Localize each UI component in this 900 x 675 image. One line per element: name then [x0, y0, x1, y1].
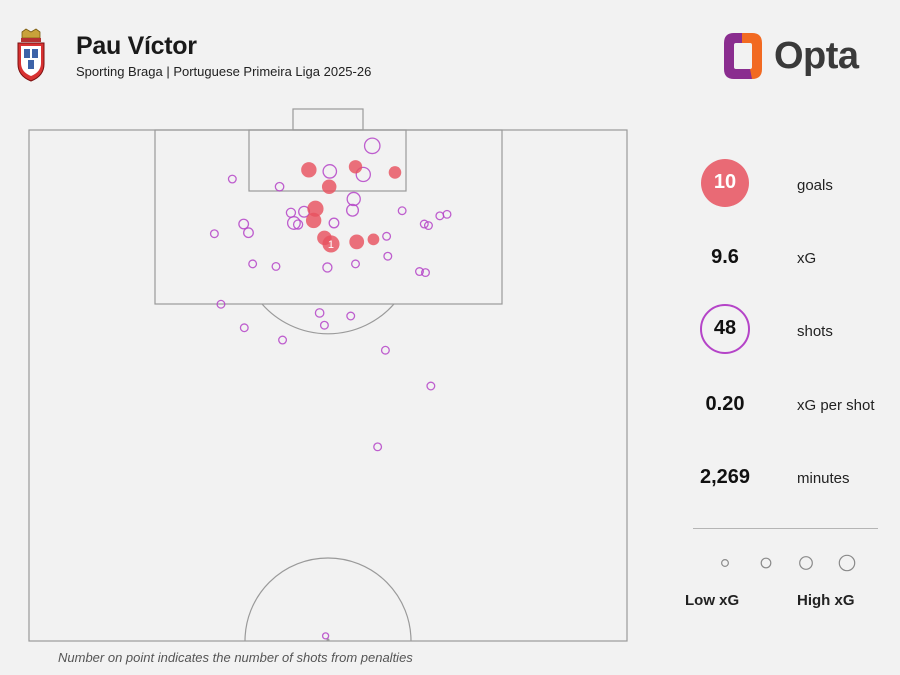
shot-point [286, 216, 301, 230]
shot-point [322, 262, 333, 273]
shot-point [346, 191, 361, 207]
shot-point [397, 206, 407, 216]
shot-point [442, 209, 452, 219]
shot-point [285, 207, 297, 218]
goal-point [307, 200, 324, 217]
shot-point [322, 164, 338, 179]
shot-point [419, 219, 429, 229]
legend-size-circle [838, 554, 856, 572]
legend-layer [721, 554, 856, 572]
goal-point [322, 235, 340, 253]
shot-point [248, 259, 258, 269]
shots-badge [700, 304, 750, 354]
shots-label: shots [797, 323, 833, 340]
goals-label: goals [797, 177, 833, 194]
goals-layer: 1 [301, 160, 402, 253]
shot-point [321, 632, 330, 640]
shots-value: 48 [713, 317, 737, 339]
shot-point [278, 335, 288, 345]
shot-point [363, 137, 381, 155]
goal-point [301, 162, 317, 178]
goal-point [348, 160, 363, 174]
shot-point [274, 181, 285, 192]
centre-spot [326, 638, 330, 642]
opta-logo-text: Opta [774, 34, 859, 77]
goal-point [321, 179, 337, 194]
shot-point [346, 203, 360, 217]
shot-point [383, 251, 393, 261]
club-crest-icon [17, 28, 45, 82]
opta-logo-icon [724, 33, 762, 79]
shot-point [346, 311, 356, 321]
goal-point [367, 233, 380, 246]
goal-point [305, 212, 322, 229]
penalty-count-label: 1 [328, 239, 334, 251]
footnote: Number on point indicates the number of … [58, 650, 413, 665]
opta-logo: Opta [720, 27, 859, 85]
goal-point [349, 234, 365, 250]
pitch-outline [28, 129, 628, 642]
shot-point [292, 219, 304, 230]
shot-point [271, 261, 281, 271]
shot-point [415, 267, 424, 277]
goal-point [388, 166, 402, 179]
shot-point [209, 229, 219, 239]
shot-point [423, 221, 433, 231]
shot-point [216, 299, 226, 309]
goals-value: 10 [713, 171, 737, 193]
shot-point [319, 320, 329, 330]
shot-point [435, 211, 445, 221]
shot-point [351, 259, 360, 269]
legend-low-label: Low xG [685, 592, 740, 609]
minutes-value: 2,269 [699, 466, 751, 488]
shot-point [328, 217, 340, 229]
shot-point [238, 218, 250, 230]
legend-size-circle [760, 557, 772, 569]
shot-point [314, 308, 325, 318]
shot-point [426, 381, 436, 391]
stats-divider [693, 528, 878, 529]
xg-label: xG [797, 250, 817, 267]
goals-badge [701, 159, 749, 207]
shot-point [239, 323, 249, 333]
legend-size-circle [721, 559, 729, 567]
shot-point [227, 174, 237, 184]
legend-size-circle [799, 556, 813, 570]
xg-per-shot-label: xG per shot [797, 397, 875, 414]
shot-point [373, 442, 383, 452]
penalty-arc [261, 303, 395, 335]
player-name: Pau Víctor [76, 32, 197, 60]
shot-point [382, 231, 392, 241]
goal-frame [292, 108, 364, 131]
centre-circle [244, 557, 412, 642]
pitch-markings [28, 108, 628, 642]
xg-value: 9.6 [711, 246, 739, 268]
xg-per-shot-value: 0.20 [705, 393, 745, 415]
shots-layer [209, 137, 452, 640]
shot-point [380, 345, 390, 355]
shot-point [355, 166, 371, 183]
minutes-label: minutes [797, 470, 850, 487]
shot-point [420, 268, 430, 278]
legend-high-label: High xG [797, 592, 855, 609]
shot-point [243, 227, 254, 239]
player-subtitle: Sporting Braga | Portuguese Primeira Lig… [76, 64, 372, 79]
